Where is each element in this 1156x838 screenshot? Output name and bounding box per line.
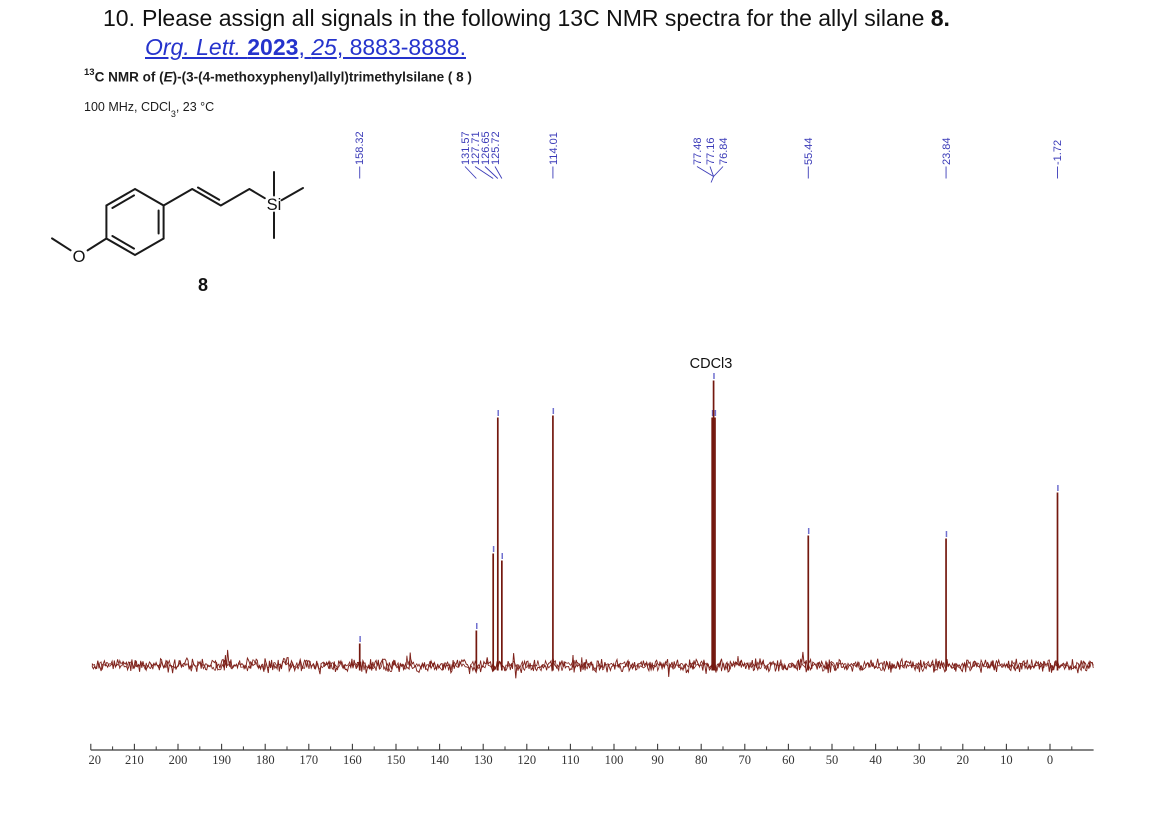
benzene-ring-inner-bonds — [111, 194, 160, 250]
spectrum-title-stereo-e: E — [163, 69, 173, 85]
peak-connector-76.84 — [713, 166, 724, 177]
peak-label-131.57: 131.57 — [460, 131, 472, 165]
axis-tick-label-80: 80 — [695, 753, 708, 767]
axis-tick-label-40: 40 — [869, 753, 882, 767]
citation-journal: Org. Lett. — [145, 34, 248, 60]
axis-tick-label-180: 180 — [256, 753, 275, 767]
conditions-subscript: 3 — [170, 108, 176, 119]
axis-tick-label-210: 210 — [125, 753, 144, 767]
citation-link[interactable]: Org. Lett. 2023, 25, 8883-8888. — [145, 34, 466, 61]
citation-volume: 25 — [311, 34, 337, 60]
peak-label-114.01: 114.01 — [548, 132, 560, 165]
peak-label-77.16: 77.16 — [705, 137, 717, 165]
citation-year: 2023 — [247, 34, 299, 60]
axis-tick-label-30: 30 — [913, 753, 926, 767]
axis-tick-label-130: 130 — [474, 753, 493, 767]
axis-tick-label-200: 200 — [169, 753, 188, 767]
noise-trace-1 — [91, 655, 1094, 675]
axis-tick-label-90: 90 — [651, 753, 664, 767]
molecule-structure: Si O — [51, 171, 304, 266]
acquisition-conditions: 100 MHz, CDCl3, 23 °C — [84, 100, 215, 119]
o-atom-label: O — [73, 248, 86, 266]
peak-label-126.65: 126.65 — [480, 131, 492, 165]
solvent-connector-tail — [710, 176, 714, 183]
axis-tick-label-70: 70 — [739, 753, 752, 767]
peak-connector-131.57 — [464, 166, 477, 179]
question-compound-bold: 8. — [930, 5, 950, 31]
allyl-chain-bonds — [162, 186, 266, 207]
peak-connector-125.72 — [494, 166, 503, 179]
axis-tick-label-10: 10 — [1000, 753, 1013, 767]
conditions-part1: 100 MHz, CDCl — [84, 100, 171, 114]
citation-sep1: , — [298, 34, 312, 60]
axis-tick-label-170: 170 — [299, 753, 318, 767]
question-body: Please assign all signals in the followi… — [141, 5, 931, 31]
axis-tick-label-140: 140 — [430, 753, 449, 767]
compound-number-label: 8 — [198, 275, 208, 295]
x-axis-layer: 20 210 200 190 180 170 160 150 140 130 120 110 100 90… — [89, 743, 1094, 767]
peak-label-55.44: 55.44 — [803, 137, 815, 165]
peak-label-125.72: 125.72 — [490, 131, 502, 165]
question-number: 10. — [103, 5, 135, 31]
axis-tick-label-0: 0 — [1047, 753, 1053, 767]
spectrum-title-part1: C NMR of ( — [94, 69, 164, 85]
peak-label-23.84: 23.84 — [941, 137, 953, 165]
peak-label--1.72: -1.72 — [1052, 140, 1064, 165]
axis-tick-label-160: 160 — [343, 753, 362, 767]
peak-connector-127.71 — [474, 166, 494, 179]
spectrum-title-part2: )-(3-(4-methoxyphenyl)allyl)trimethylsil… — [172, 69, 472, 85]
peak-connector-77.48 — [696, 166, 714, 177]
axis-tick-label-150: 150 — [387, 753, 406, 767]
methoxy-bonds — [51, 237, 108, 252]
benzene-ring — [105, 187, 165, 257]
solvent-label: CDCl3 — [690, 356, 733, 372]
trimethylsilyl-bonds — [273, 171, 304, 239]
question-text: 10. Please assign all signals in the foll… — [103, 5, 950, 32]
axis-tick-label-220: 20 — [89, 753, 102, 767]
peak-label-127.71: 127.71 — [470, 131, 482, 165]
si-atom-label: Si — [267, 196, 282, 214]
axis-tick-label-190: 190 — [212, 753, 231, 767]
peak-label-76.84: 76.84 — [718, 137, 730, 165]
citation-pages: , 8883-8888. — [336, 34, 466, 60]
peak-label-158.32: 158.32 — [354, 131, 366, 165]
peak-label-77.48: 77.48 — [692, 137, 704, 165]
axis-tick-label-50: 50 — [826, 753, 839, 767]
axis-tick-label-100: 100 — [605, 753, 624, 767]
conditions-part2: , 23 °C — [175, 100, 215, 114]
axis-tick-label-110: 110 — [561, 753, 579, 767]
peak-connector-126.65 — [484, 166, 499, 179]
peak-connector-77.16 — [709, 166, 715, 177]
isotope-superscript: 13 — [84, 67, 95, 78]
spectrum-trace-layer — [91, 373, 1094, 679]
spectrum-title: 13C NMR of (E)-(3-(4-methoxyphenyl)allyl… — [84, 67, 472, 85]
axis-tick-label-20: 20 — [957, 753, 970, 767]
axis-tick-label-60: 60 — [782, 753, 795, 767]
axis-tick-label-120: 120 — [517, 753, 536, 767]
